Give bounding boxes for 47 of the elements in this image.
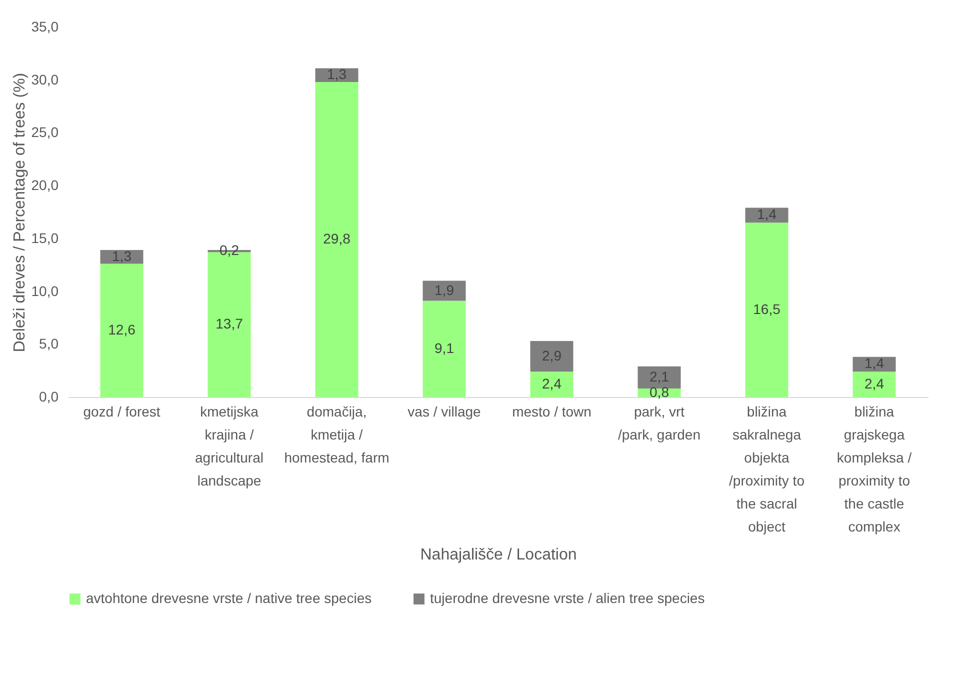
y-axis-title: Deleži dreves / Percentage of trees (%)	[11, 72, 28, 352]
data-label: 1,4	[864, 355, 884, 372]
bar	[315, 68, 358, 82]
x-tick-label: kmetijska krajina / agricultural landscape	[195, 404, 264, 488]
bar	[422, 280, 466, 301]
bar	[530, 340, 574, 372]
bar	[100, 250, 144, 264]
y-tick-label: 25,0	[31, 124, 59, 140]
data-label: 1,9	[434, 282, 454, 298]
data-label: 1,3	[327, 66, 347, 82]
bar	[530, 372, 574, 397]
y-tick-label: 35,0	[31, 18, 59, 34]
data-label: 0,2	[220, 242, 240, 258]
data-label: 2,1	[650, 368, 670, 384]
x-tick-label: mesto / town	[512, 404, 592, 420]
data-label: 2,4	[864, 375, 884, 392]
data-label: 12,6	[108, 321, 136, 338]
y-tick-label: 0,0	[39, 388, 59, 404]
x-tick-label: bližina sakralnega objekta /proximity to the sacral object	[729, 404, 805, 534]
bar	[100, 264, 144, 397]
data-label: 0,8	[650, 384, 670, 400]
data-label: 2,9	[542, 347, 562, 364]
data-label: 13,7	[216, 316, 244, 332]
data-label: 1,3	[112, 248, 132, 264]
x-tick-label: bližina grajskega kompleksa / proximity to the castle complex	[836, 404, 912, 534]
data-label: 1,4	[757, 206, 777, 222]
legend-label: avtohtone drevesne vrste / native tree species	[86, 590, 372, 606]
x-axis-title: Nahajališče / Location	[420, 546, 577, 564]
legend-label: tujerodne drevesne vrste / alien tree species	[430, 590, 705, 606]
y-tick-label: 30,0	[31, 71, 59, 88]
x-tick-label: gozd / forest	[83, 404, 160, 420]
x-tick-label: park, vrt /park, garden	[618, 404, 700, 442]
bar	[638, 366, 681, 389]
bar	[745, 222, 788, 397]
x-tick-label: domačija, kmetija / homestead, farm	[284, 404, 390, 466]
bar	[315, 82, 358, 397]
y-tick-label: 10,0	[31, 282, 59, 299]
data-label: 2,4	[542, 375, 562, 392]
y-tick-label: 20,0	[31, 177, 59, 194]
y-tick-label: 5,0	[39, 336, 59, 352]
data-label: 16,5	[753, 300, 781, 317]
bar	[852, 372, 896, 397]
x-tick-label: vas / village	[408, 404, 482, 420]
y-tick-label: 15,0	[31, 230, 59, 246]
bar	[422, 300, 466, 397]
data-label: 9,1	[434, 340, 454, 356]
data-label: 29,8	[323, 230, 351, 246]
